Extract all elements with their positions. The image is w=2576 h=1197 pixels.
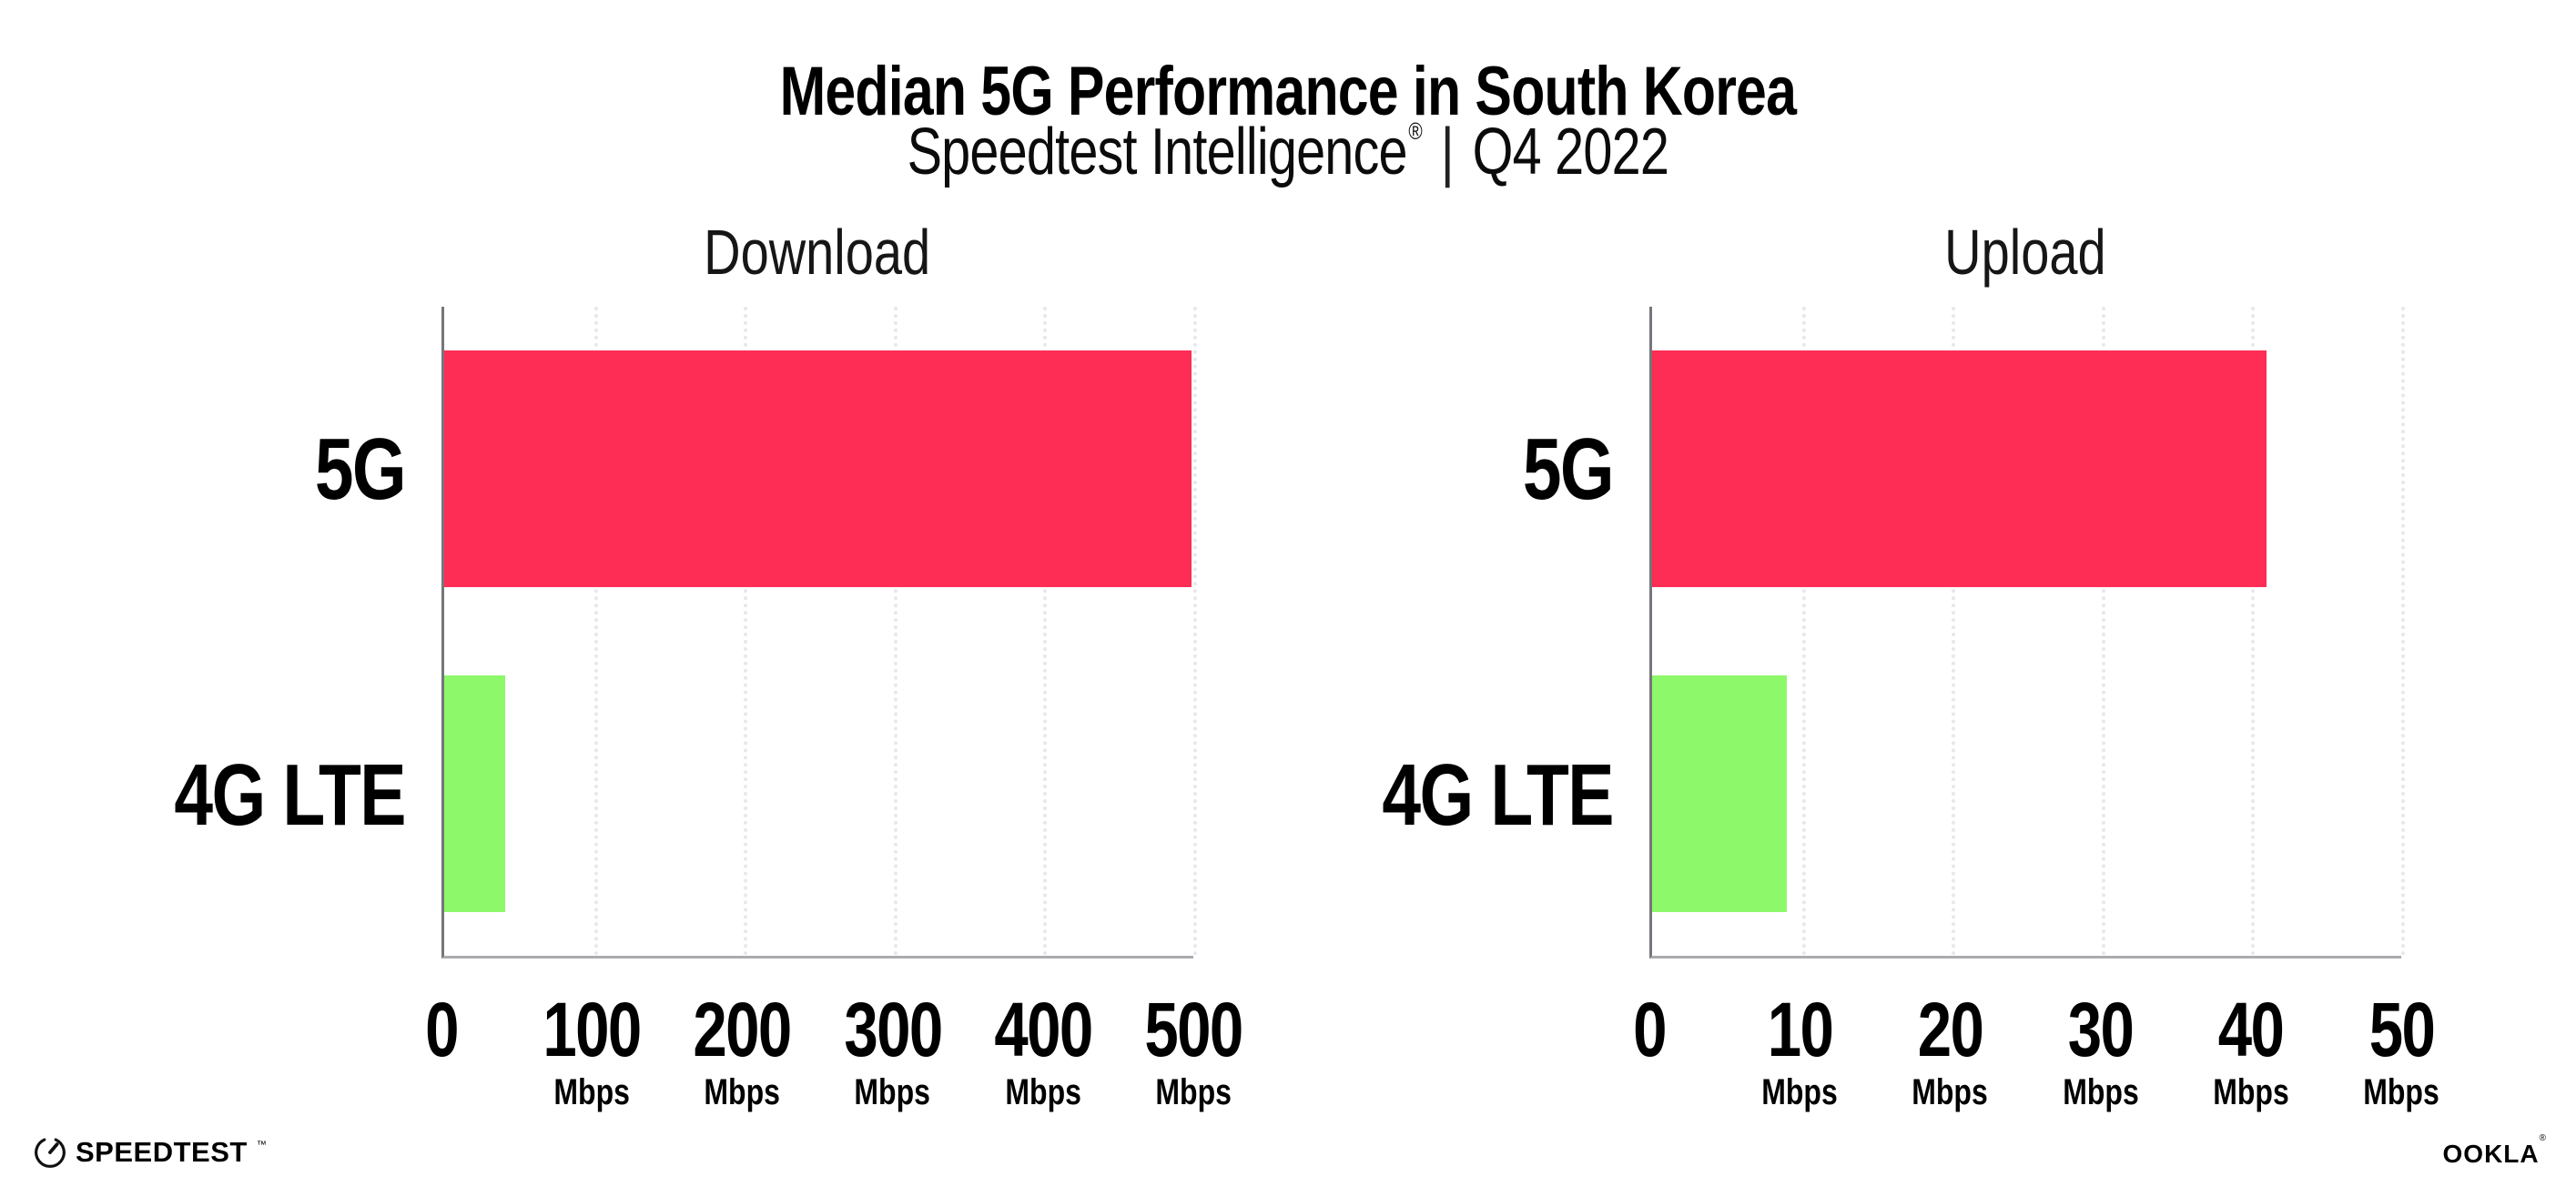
upload-gridline-40 [2251,307,2256,956]
trademark-icon: ™ [256,1140,267,1151]
download-x-tick-200: 200 Mbps [681,989,803,1113]
subtitle-brand: Speedtest Intelligence [907,116,1408,188]
speedtest-logo: SPEEDTEST ™ [33,1135,267,1170]
download-x-axis: 0 100 Mbps 200 Mbps 300 Mbps 400 Mbps 500 Mbps [425,959,1243,1131]
tick-value: 40 [2218,987,2285,1072]
upload-bar-row-5g [1652,307,2401,632]
tick-value: 10 [1767,987,1833,1072]
download-category-labels: 5G 4G LTE [174,307,441,959]
upload-x-tick-30: 30 Mbps [2053,989,2147,1113]
category-label-cell: 4G LTE [174,633,441,959]
tick-value: 300 [843,987,943,1072]
upload-gridline-10 [1801,307,1806,956]
download-plot-body: 5G 4G LTE [174,307,1197,959]
charts-row: Download 5G 4G LTE 0 100 Mbps 200 Mbps 300 Mbps… [174,218,2439,1131]
speedtest-gauge-icon [35,1138,66,1168]
tick-unit: Mbps [1155,1072,1232,1112]
upload-gridline-20 [1952,307,1956,956]
download-plot-area [441,307,1197,959]
page-subtitle: Speedtest Intelligence® | Q4 2022 [0,93,2576,190]
download-x-tick-300: 300 Mbps [832,989,954,1113]
tick-value: 200 [693,987,793,1072]
subtitle-period: Q4 2022 [1472,116,1669,188]
download-gridline-100 [593,307,598,956]
page-title: Median 5G Performance in South Korea [0,52,2576,132]
tick-unit: Mbps [704,1072,781,1112]
download-gridline-200 [744,307,748,956]
download-gridline-500 [1193,307,1197,956]
download-x-tick-0: 0 [421,989,462,1070]
upload-x-axis: 0 10 Mbps 20 Mbps 30 Mbps 40 Mbps 50 Mbps [1633,959,2439,1131]
tick-unit: Mbps [2363,1072,2439,1112]
category-label-5g: 5G [314,421,407,518]
upload-plot-area [1649,307,2405,959]
page-subtitle-text: Speedtest Intelligence® | Q4 2022 [908,93,1669,190]
download-gridline-300 [893,307,898,956]
category-label-cell: 4G LTE [1382,633,1649,959]
category-label-5g: 5G [1522,421,1615,518]
upload-x-tick-20: 20 Mbps [1902,989,1997,1113]
category-label-4g-lte: 4G LTE [174,746,406,844]
ookla-registered-icon: ® [2539,1133,2546,1143]
tick-unit: Mbps [1005,1072,1081,1112]
upload-bar-row-4g-lte [1652,632,2401,957]
upload-plot-body: 5G 4G LTE [1382,307,2405,959]
tick-unit: Mbps [854,1072,931,1112]
download-x-tick-500: 500 Mbps [1132,989,1254,1113]
tick-unit: Mbps [2213,1072,2289,1112]
download-bars [444,307,1193,956]
download-gridlines [444,307,1197,956]
upload-x-tick-10: 10 Mbps [1752,989,1847,1113]
download-bar-4g-lte [444,675,506,912]
tick-unit: Mbps [1761,1072,1838,1112]
tick-value: 500 [1144,987,1243,1072]
tick-value: 50 [2368,987,2435,1072]
speedtest-wordmark: SPEEDTEST [76,1136,248,1168]
tick-unit: Mbps [553,1072,630,1112]
category-label-cell: 5G [1382,307,1649,633]
upload-bar-5g [1652,350,2267,588]
tick-value: 400 [994,987,1093,1072]
download-x-tick-100: 100 Mbps [531,989,653,1113]
download-bar-row-5g [444,307,1193,632]
download-chart-title: Download [441,218,1193,286]
category-label-4g-lte: 4G LTE [1382,746,1614,844]
upload-x-tick-50: 50 Mbps [2354,989,2449,1113]
upload-x-tick-40: 40 Mbps [2204,989,2298,1113]
download-chart-title-text: Download [704,217,931,288]
upload-chart-title: Upload [1649,218,2401,286]
upload-x-tick-0: 0 [1629,989,1670,1070]
download-gridline-400 [1043,307,1048,956]
upload-chart-title-text: Upload [1944,217,2106,288]
registered-trademark-icon: ® [1408,117,1423,145]
tick-unit: Mbps [1912,1072,1989,1112]
subtitle-separator: | [1440,116,1455,188]
download-x-tick-400: 400 Mbps [982,989,1104,1113]
upload-gridlines [1652,307,2405,956]
upload-gridline-30 [2101,307,2105,956]
download-chart: Download 5G 4G LTE 0 100 Mbps 200 Mbps 300 Mbps… [174,218,1243,1131]
upload-gridline-50 [2401,307,2405,956]
category-label-cell: 5G [174,307,441,633]
page-title-text: Median 5G Performance in South Korea [779,52,1797,130]
upload-category-labels: 5G 4G LTE [1382,307,1649,959]
tick-value: 0 [425,987,459,1072]
tick-value: 20 [1917,987,1984,1072]
upload-bar-4g-lte [1652,675,1788,912]
tick-value: 0 [1633,987,1667,1072]
upload-chart: Upload 5G 4G LTE 0 10 Mbps 20 Mbps 30 Mbps 40 Mbp… [1382,218,2439,1131]
ookla-logo: OOKLA® [2442,1133,2546,1169]
tick-value: 100 [543,987,643,1072]
upload-bars [1652,307,2401,956]
tick-value: 30 [2067,987,2135,1072]
download-bar-row-4g-lte [444,632,1193,957]
tick-unit: Mbps [2062,1072,2139,1112]
download-bar-5g [444,350,1192,588]
ookla-wordmark: OOKLA [2442,1140,2540,1168]
